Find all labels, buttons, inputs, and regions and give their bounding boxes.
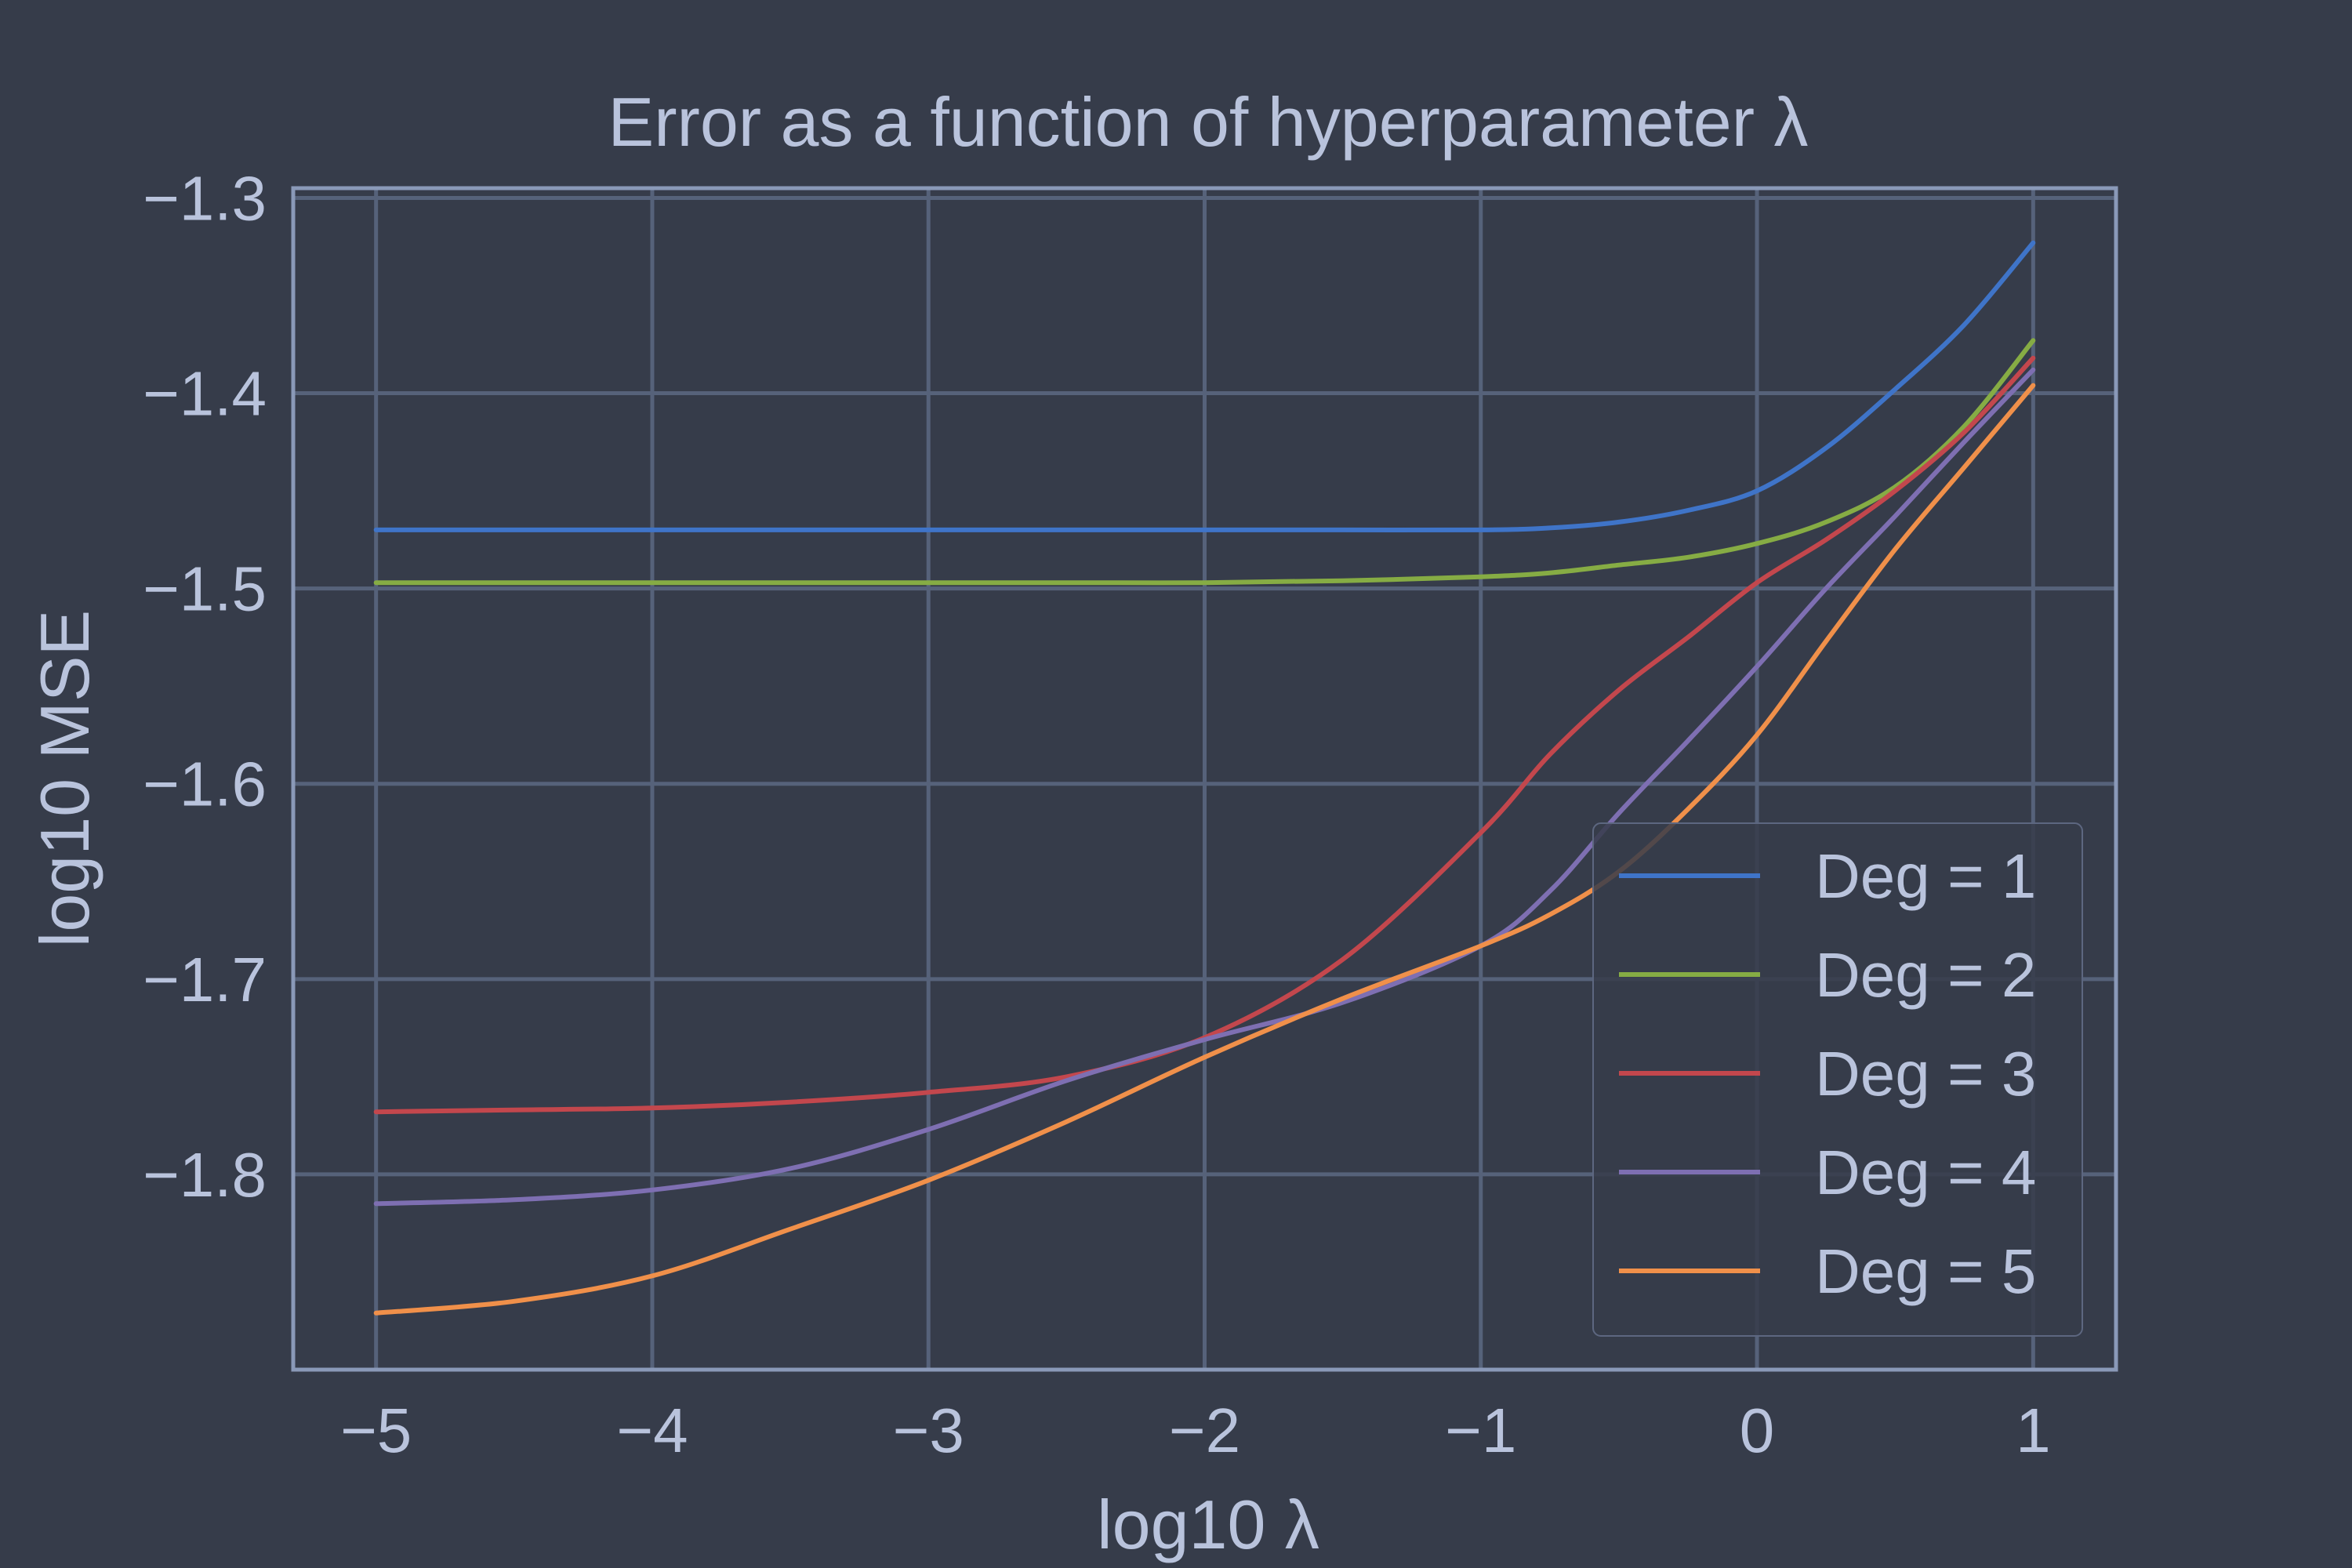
chart-title: Error as a function of hyperparameter λ <box>608 83 1809 161</box>
x-axis-label: log10 λ <box>1097 1486 1319 1563</box>
x-tick-label: −3 <box>893 1396 964 1465</box>
y-axis-label: log10 MSE <box>26 610 103 947</box>
grid-lines <box>293 188 2116 1370</box>
x-tick-labels: −5 −4 −3 −2 −1 0 1 <box>340 1396 2050 1465</box>
plot-frame <box>291 186 2118 1372</box>
y-tick-label: −1.7 <box>143 945 267 1014</box>
x-tick-label: −5 <box>340 1396 412 1465</box>
legend-label-deg-2: Deg = 2 <box>1815 940 2036 1010</box>
legend-label-deg-3: Deg = 3 <box>1815 1039 2036 1109</box>
y-tick-label: −1.6 <box>143 750 267 819</box>
legend-label-deg-4: Deg = 4 <box>1815 1138 2036 1207</box>
x-tick-label: 1 <box>2016 1396 2051 1465</box>
series-line-deg-1 <box>373 240 2036 533</box>
series-line-deg-2 <box>373 338 2036 586</box>
x-tick-label: −4 <box>616 1396 688 1465</box>
legend: Deg = 1 Deg = 2 Deg = 3 Deg = 4 Deg = 5 <box>1592 822 2083 1337</box>
legend-label-deg-5: Deg = 5 <box>1815 1236 2036 1306</box>
x-tick-label: 0 <box>1740 1396 1775 1465</box>
y-tick-label: −1.5 <box>143 554 267 624</box>
legend-items: Deg = 1 Deg = 2 Deg = 3 Deg = 4 Deg = 5 <box>1619 841 2036 1306</box>
y-tick-labels: −1.3 −1.4 −1.5 −1.6 −1.7 −1.8 <box>143 163 267 1209</box>
x-tick-label: −2 <box>1169 1396 1240 1465</box>
y-tick-label: −1.8 <box>143 1140 267 1210</box>
series-line-deg-4 <box>373 367 2036 1207</box>
x-tick-label: −1 <box>1445 1396 1516 1465</box>
legend-label-deg-1: Deg = 1 <box>1815 841 2036 911</box>
series-line-deg-5 <box>373 383 2036 1316</box>
y-tick-label: −1.3 <box>143 163 267 233</box>
y-tick-label: −1.4 <box>143 359 267 429</box>
series-line-deg-3 <box>373 355 2036 1115</box>
series-layer <box>373 240 2036 1316</box>
legend-box <box>1592 822 2083 1337</box>
